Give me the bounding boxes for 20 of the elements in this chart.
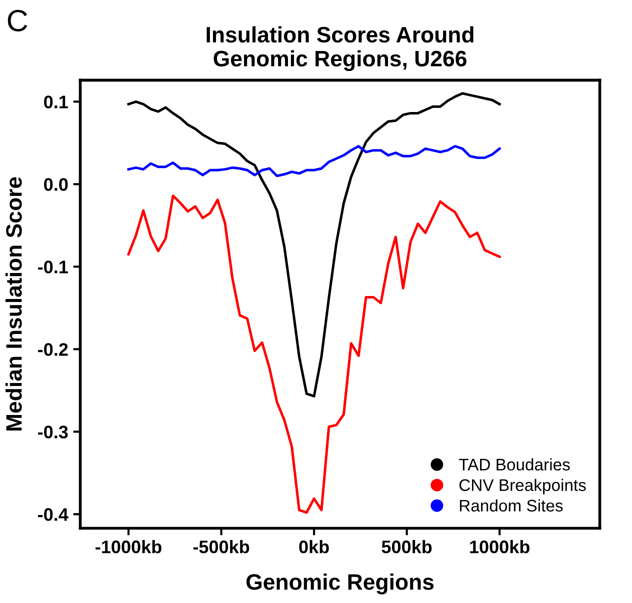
y-tick-label: -0.4 <box>38 508 68 521</box>
legend-label: CNV Breakpoints <box>459 478 586 494</box>
x-axis-title: Genomic Regions <box>246 574 434 594</box>
legend-label: TAD Boudaries <box>458 458 570 471</box>
y-tick-label: -0.1 <box>38 260 68 274</box>
x-tick-label: 1000kb <box>470 540 530 554</box>
line-series <box>127 144 501 178</box>
chart-title: Insulation Scores Around Genomic Regions, U266 <box>206 26 474 72</box>
line-series <box>127 92 501 398</box>
y-axis-title: Median Insulation Score <box>6 177 22 431</box>
text: C <box>8 10 28 32</box>
x-tick-label: -1000kb <box>96 540 162 554</box>
legend-label: Random Sites <box>460 499 563 512</box>
y-tick-label: 0.1 <box>44 96 68 108</box>
y-tick-label: 0.0 <box>44 178 68 191</box>
y-tick-label: -0.3 <box>38 426 68 438</box>
x-tick-label: 500kb <box>382 540 432 554</box>
y-tick-label: -0.2 <box>38 343 68 356</box>
x-tick-label: 0kb <box>299 540 329 554</box>
x-tick-label: -500kb <box>193 540 250 554</box>
